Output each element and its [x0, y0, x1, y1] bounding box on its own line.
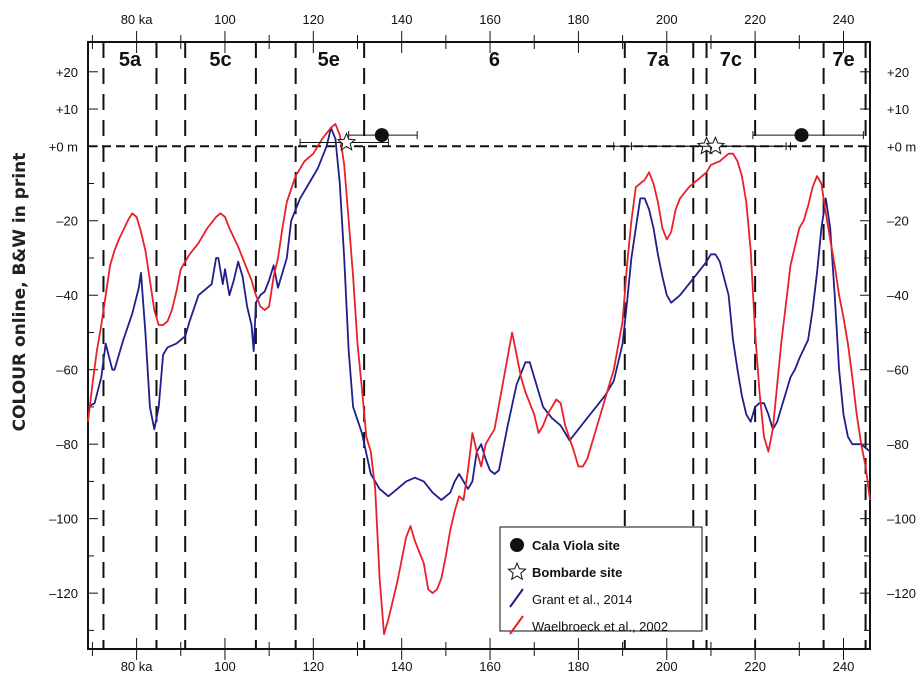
- y-tick-label-left: –80: [56, 437, 78, 452]
- legend-label: Grant et al., 2014: [532, 592, 632, 607]
- legend-label: Bombarde site: [532, 565, 622, 580]
- y-tick-label-left: +20: [56, 65, 78, 80]
- x-tick-label-top: 100: [214, 12, 236, 27]
- stage-label: 5a: [119, 49, 142, 71]
- legend-line-icon: [509, 588, 524, 608]
- legend-circle-icon: [510, 538, 524, 552]
- series-line: [87, 126, 871, 501]
- cala-viola-marker: [374, 128, 389, 143]
- stage-label: 7c: [720, 49, 742, 71]
- cala-viola-marker: [794, 128, 809, 143]
- y-tick-label-left: +0 m: [49, 139, 78, 154]
- y-tick-label-left: –40: [56, 288, 78, 303]
- colour-note-label: COLOUR online, B&W in print: [10, 153, 30, 432]
- x-tick-label-bottom: 100: [214, 659, 236, 674]
- y-tick-label-right: –60: [887, 363, 909, 378]
- x-tick-label-top: 140: [391, 12, 413, 27]
- axis-ticks: 80 ka 80 ka 100 100 120 120 140 140 160 160 180 180…: [49, 12, 917, 674]
- y-tick-label-left: –100: [49, 512, 78, 527]
- stage-label: 7e: [832, 49, 854, 71]
- y-tick-label-right: –80: [887, 437, 909, 452]
- legend-label: Cala Viola site: [532, 538, 620, 553]
- legend-box: [499, 526, 703, 632]
- series-lines: [87, 123, 871, 635]
- side-label-box: COLOUR online, B&W in print: [10, 153, 30, 432]
- y-tick-label-right: –20: [887, 214, 909, 229]
- y-tick-label-right: +10: [887, 102, 909, 117]
- stage-boundaries: [102, 42, 867, 649]
- x-tick-label-top: 200: [656, 12, 678, 27]
- x-tick-label-top: 220: [744, 12, 766, 27]
- y-tick-label-right: –120: [887, 586, 916, 601]
- x-tick-label-bottom: 220: [744, 659, 766, 674]
- series-line: [87, 123, 871, 635]
- y-tick-label-right: +0 m: [887, 139, 916, 154]
- x-tick-label-bottom: 120: [302, 659, 324, 674]
- stage-label: 7a: [647, 49, 670, 71]
- stage-label: 5c: [209, 49, 231, 71]
- y-tick-label-left: –120: [49, 586, 78, 601]
- legend-star-icon: [507, 561, 527, 581]
- bombarde-marker: [705, 135, 726, 155]
- x-tick-label-bottom: 240: [833, 659, 855, 674]
- y-tick-label-right: +20: [887, 65, 909, 80]
- x-tick-label-top: 120: [302, 12, 324, 27]
- legend-line-icon: [509, 615, 524, 635]
- y-tick-label-left: +10: [56, 102, 78, 117]
- stage-labels: 5a 5c 5e 6 7a 7c 7e: [119, 49, 855, 71]
- legend-label: Waelbroeck et al., 2002: [532, 619, 668, 634]
- x-tick-label-top: 240: [833, 12, 855, 27]
- x-tick-label-bottom: 200: [656, 659, 678, 674]
- x-tick-label-bottom: 180: [568, 659, 590, 674]
- y-tick-label-right: –40: [887, 288, 909, 303]
- bombarde-marker: [336, 132, 357, 151]
- y-tick-label-right: –100: [887, 512, 916, 527]
- site-markers: [299, 128, 864, 155]
- x-tick-label-top: 180: [568, 12, 590, 27]
- plot-frame: [87, 41, 871, 650]
- y-tick-label-left: –60: [56, 363, 78, 378]
- x-tick-label-top: 80 ka: [121, 12, 154, 27]
- x-tick-label-top: 160: [479, 12, 501, 27]
- legend: Cala Viola site Bombarde site Grant et al.…: [499, 526, 703, 635]
- y-tick-label-left: –20: [56, 214, 78, 229]
- x-tick-label-bottom: 140: [391, 659, 413, 674]
- stage-label: 5e: [318, 49, 340, 71]
- stage-label: 6: [489, 49, 500, 71]
- x-tick-label-bottom: 160: [479, 659, 501, 674]
- x-tick-label-bottom: 80 ka: [121, 659, 154, 674]
